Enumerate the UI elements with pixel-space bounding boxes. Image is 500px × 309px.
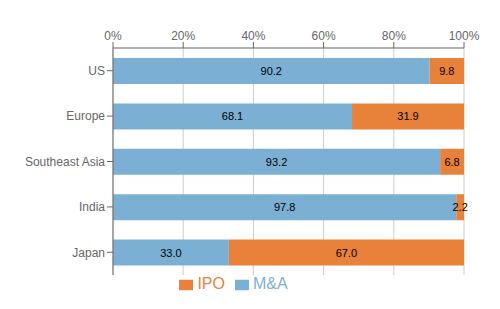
svg-text:Europe: Europe [66,109,105,123]
svg-text:93.2: 93.2 [266,156,287,168]
svg-text:68.1: 68.1 [222,110,243,122]
svg-text:20%: 20% [171,29,195,43]
svg-text:Japan: Japan [72,246,105,260]
svg-text:40%: 40% [241,29,265,43]
svg-text:Southeast Asia: Southeast Asia [25,155,105,169]
svg-text:6.8: 6.8 [444,156,459,168]
html-text:M&A: M&A [252,275,288,292]
svg-text:67.0: 67.0 [336,247,357,259]
svg-text:9.8: 9.8 [439,65,454,77]
svg-text:31.9: 31.9 [397,110,418,122]
svg-text:2.2: 2.2 [452,201,467,213]
svg-text:80%: 80% [382,29,406,43]
svg-text:India: India [79,200,105,214]
svg-text:0%: 0% [104,29,122,43]
svg-text:US: US [88,64,105,78]
svg-text:33.0: 33.0 [160,247,181,259]
svg-text:60%: 60% [312,29,336,43]
html-text:IPO: IPO [197,275,225,292]
svg-text:100%: 100% [449,29,480,43]
svg-text:97.8: 97.8 [274,201,295,213]
svg-text:90.2: 90.2 [261,65,282,77]
